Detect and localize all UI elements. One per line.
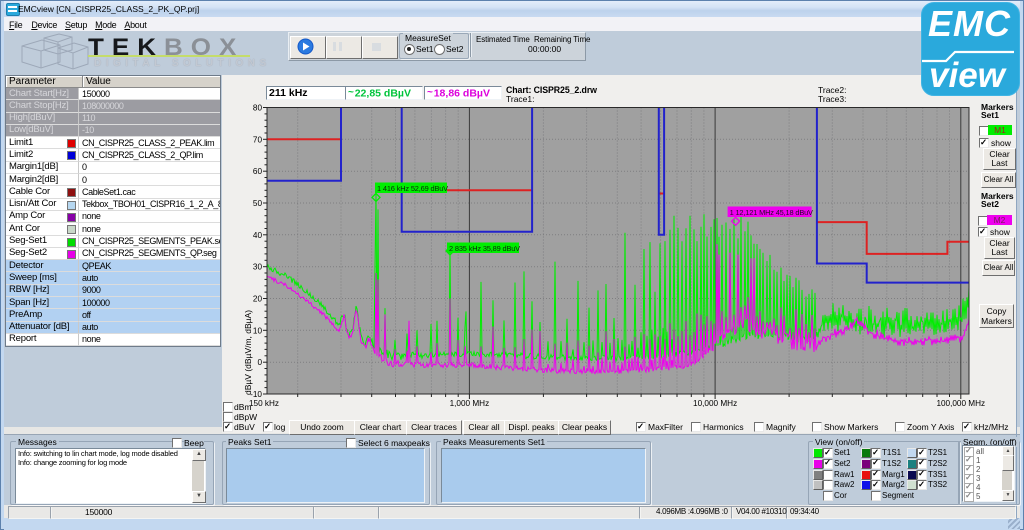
svg-text:60: 60	[253, 167, 263, 176]
svg-text:40: 40	[253, 231, 263, 240]
svg-text:0: 0	[257, 358, 262, 367]
svg-text:1,000 MHz: 1,000 MHz	[450, 399, 490, 408]
svg-text:30: 30	[253, 263, 263, 272]
svg-text:150 kHz: 150 kHz	[249, 399, 279, 408]
svg-text:-10: -10	[250, 390, 262, 399]
svg-text:50: 50	[253, 199, 263, 208]
svg-text:20: 20	[253, 295, 263, 304]
svg-text:2 835 kHz 35,89 dBuV: 2 835 kHz 35,89 dBuV	[449, 244, 520, 253]
svg-text:dBµV (dBµV/m, dBµA): dBµV (dBµV/m, dBµA)	[243, 310, 253, 395]
svg-text:1 416 kHz 52,69 dBuV: 1 416 kHz 52,69 dBuV	[377, 184, 448, 193]
svg-text:80: 80	[253, 104, 263, 113]
svg-text:100,000 MHz: 100,000 MHz	[936, 399, 985, 408]
svg-text:70: 70	[253, 135, 263, 144]
svg-text:10: 10	[253, 326, 263, 335]
svg-text:10,000 MHz: 10,000 MHz	[693, 399, 737, 408]
svg-text:1 12,121 MHz 45,18 dBuV: 1 12,121 MHz 45,18 dBuV	[730, 208, 813, 217]
